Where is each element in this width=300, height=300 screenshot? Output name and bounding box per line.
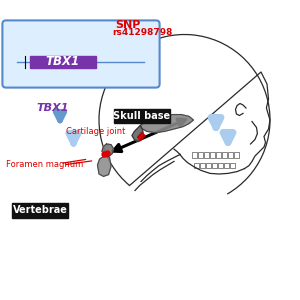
Text: SNP: SNP	[116, 20, 141, 30]
Text: TBX1: TBX1	[36, 103, 69, 113]
Text: TBX1: TBX1	[46, 55, 80, 68]
Polygon shape	[102, 144, 113, 157]
Bar	[230, 163, 235, 168]
Bar	[218, 163, 223, 168]
Bar	[216, 152, 221, 158]
Bar	[194, 163, 199, 168]
Bar	[206, 163, 211, 168]
Bar	[12, 203, 68, 218]
Bar	[30, 56, 96, 68]
Text: Foramen magnum: Foramen magnum	[6, 160, 83, 169]
Bar	[234, 152, 239, 158]
Polygon shape	[98, 157, 111, 176]
Bar	[212, 163, 217, 168]
Bar	[222, 152, 227, 158]
Polygon shape	[132, 125, 143, 142]
Bar	[114, 109, 170, 123]
Text: Skull base: Skull base	[113, 111, 170, 121]
Bar	[228, 152, 233, 158]
Bar	[204, 152, 209, 158]
Polygon shape	[140, 115, 194, 133]
Text: Vertebrae: Vertebrae	[13, 205, 67, 215]
Text: Cartilage joint: Cartilage joint	[66, 128, 125, 136]
Bar	[210, 152, 215, 158]
Bar	[224, 163, 229, 168]
FancyBboxPatch shape	[2, 20, 160, 88]
Bar	[200, 163, 205, 168]
Bar	[198, 152, 203, 158]
Bar	[192, 152, 197, 158]
Text: rs41298798: rs41298798	[112, 28, 173, 37]
